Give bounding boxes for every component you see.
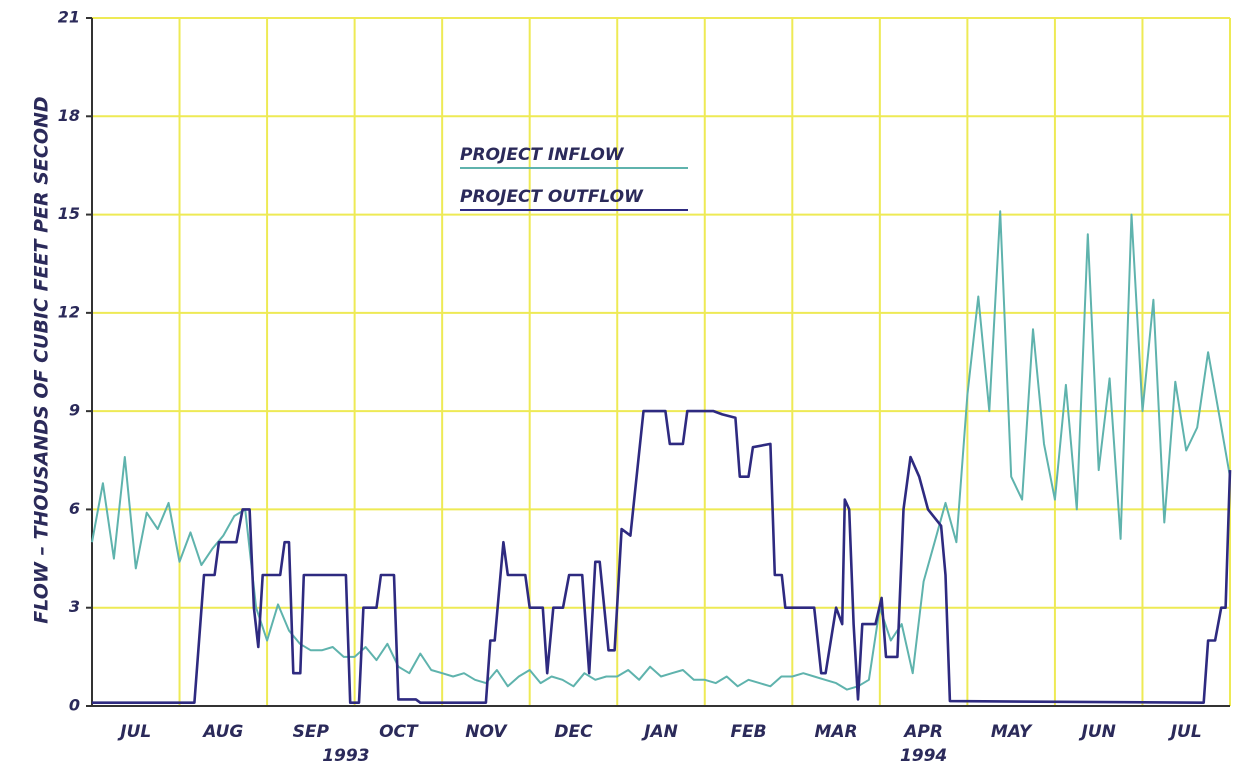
y-tick-label: 15 — [58, 204, 80, 223]
y-axis-label: FLOW – THOUSANDS OF CUBIC FEET PER SECON… — [31, 96, 53, 623]
x-tick-label: SEP — [293, 722, 330, 742]
year-label: 1994 — [900, 746, 947, 766]
y-tick-label: 3 — [69, 597, 80, 616]
legend-label: PROJECT INFLOW — [460, 145, 625, 165]
x-tick-label: DEC — [554, 722, 593, 742]
series-line — [92, 409, 1232, 704]
y-tick-label: 6 — [69, 499, 80, 518]
series-line — [91, 210, 1231, 691]
x-tick-label: JUN — [1079, 722, 1116, 742]
y-tick-label: 0 — [69, 696, 80, 715]
year-label: 1993 — [322, 746, 369, 766]
x-tick-label: JAN — [641, 722, 678, 742]
y-tick-label: 21 — [58, 8, 80, 27]
x-tick-label: JUL — [1168, 722, 1202, 742]
y-tick-label: 12 — [58, 302, 80, 321]
y-tick-label: 9 — [69, 401, 80, 420]
x-tick-label: NOV — [465, 722, 508, 742]
x-tick-label: FEB — [730, 722, 766, 742]
x-tick-label: MAR — [814, 722, 857, 742]
x-tick-label: APR — [902, 722, 943, 742]
y-tick-label: 18 — [58, 106, 80, 125]
x-tick-label: AUG — [201, 722, 243, 742]
legend-label: PROJECT OUTFLOW — [460, 187, 644, 207]
x-tick-label: JUL — [117, 722, 151, 742]
x-tick-label: OCT — [379, 722, 419, 742]
x-tick-label: MAY — [991, 722, 1033, 742]
